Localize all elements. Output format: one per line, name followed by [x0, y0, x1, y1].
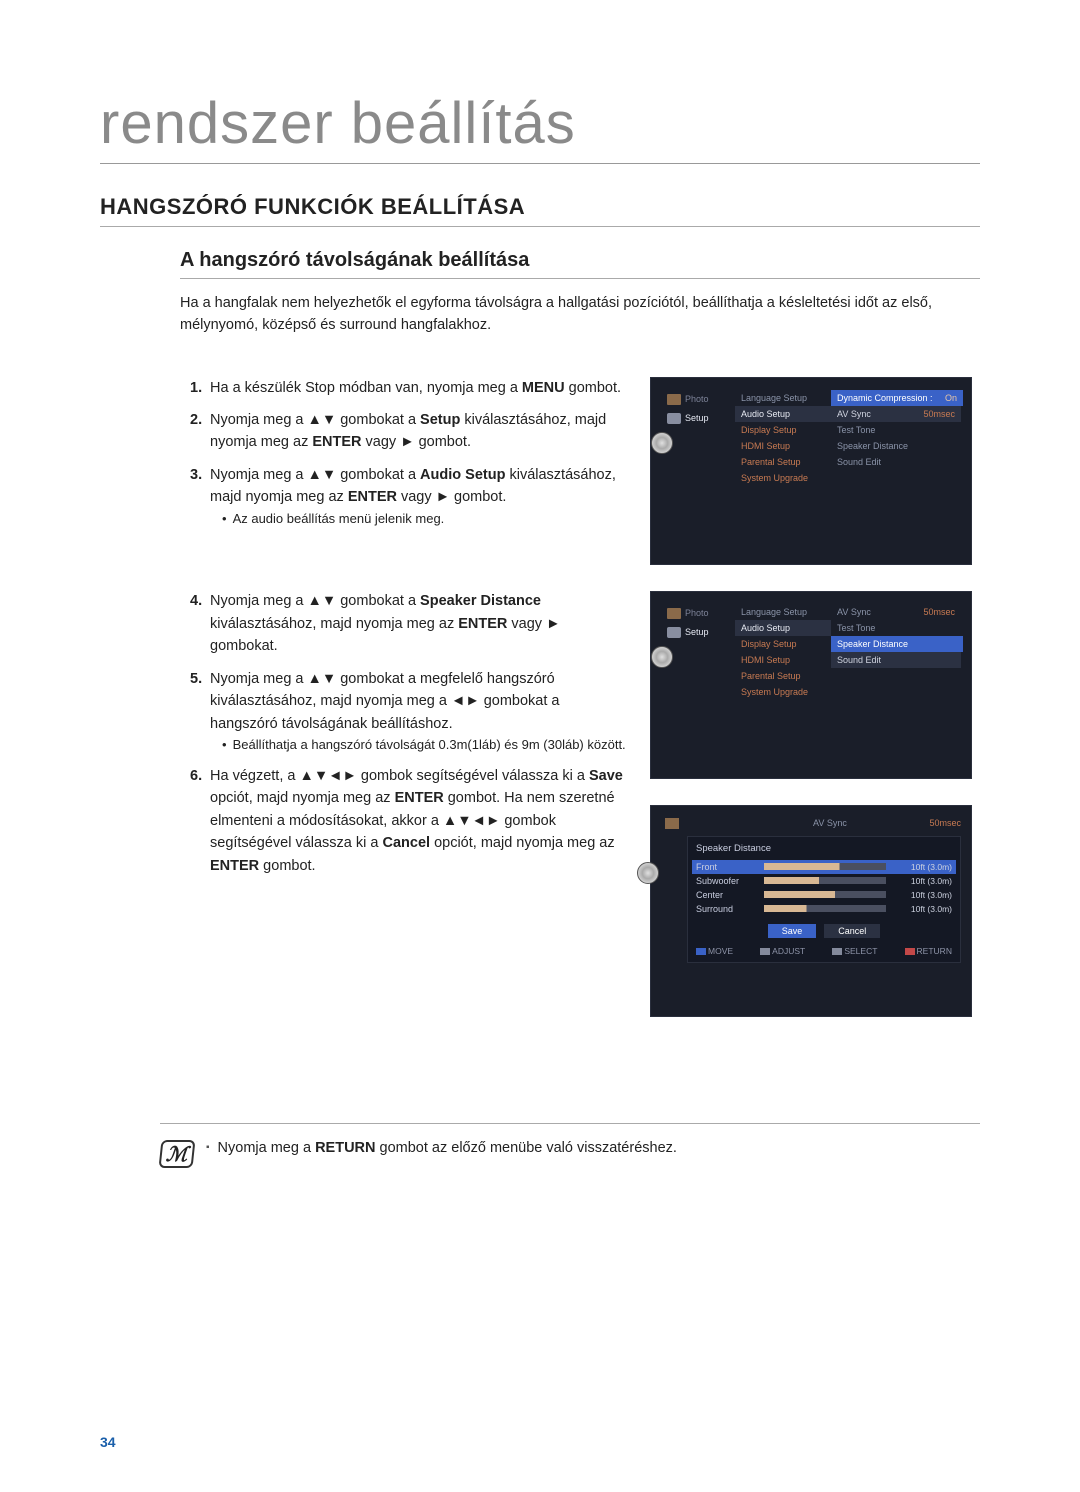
section-title: HANGSZÓRÓ FUNKCIÓK BEÁLLÍTÁSA	[100, 194, 980, 227]
page-title: rendszer beállítás	[100, 90, 980, 164]
osd-mid-item: Display Setup	[735, 636, 831, 652]
osd3-slider-row: Center10ft (3.0m)	[696, 888, 952, 902]
steps-group-b: 4.Nyomja meg a ▲▼ gombokat a Speaker Dis…	[190, 590, 626, 877]
note-text: Nyomja meg a RETURN gombot az előző menü…	[206, 1140, 677, 1156]
osd-mid-item: Audio Setup	[735, 620, 831, 636]
osd-sidebar: Photo Setup	[665, 390, 735, 552]
osd-rightlist: AV Sync50msecTest ToneSpeaker DistanceSo…	[831, 604, 961, 766]
osd3-top-bar: AV Sync 50msec	[665, 818, 961, 829]
osd-mid-item: Audio Setup	[735, 406, 831, 422]
instruction-step: 5.Nyomja meg a ▲▼ gombokat a megfelelő h…	[190, 668, 626, 755]
osd-right-item: Test Tone	[831, 422, 961, 438]
osd3-bar-label: AV Sync	[813, 818, 847, 829]
osd3-slider-row: Subwoofer10ft (3.0m)	[696, 874, 952, 888]
osd-mid-item: Parental Setup	[735, 454, 831, 470]
instruction-step: 4.Nyomja meg a ▲▼ gombokat a Speaker Dis…	[190, 590, 626, 657]
instruction-step: 3.Nyomja meg a ▲▼ gombokat a Audio Setup…	[190, 464, 626, 528]
screenshots-column: Photo Setup Language SetupAudio SetupDis…	[650, 377, 980, 1043]
page-number: 34	[100, 1434, 116, 1450]
content-area: 1.Ha a készülék Stop módban van, nyomja …	[100, 377, 980, 1043]
osd-screenshot-3: AV Sync 50msec Speaker Distance Front10f…	[650, 805, 972, 1017]
osd-right-item: Sound Edit	[831, 652, 961, 668]
osd-mid-item: System Upgrade	[735, 470, 831, 486]
osd3-save-button: Save	[768, 924, 817, 938]
osd-mid-item: HDMI Setup	[735, 652, 831, 668]
osd3-slider-row: Front10ft (3.0m)	[692, 860, 956, 874]
sub-title: A hangszóró távolságának beállítása	[180, 249, 980, 279]
osd-sidebar-photo: Photo	[665, 392, 735, 407]
instructions-column: 1.Ha a készülék Stop módban van, nyomja …	[100, 377, 626, 1043]
osd-mid-item: Parental Setup	[735, 668, 831, 684]
osd-mid-item: HDMI Setup	[735, 438, 831, 454]
osd3-slider-row: Surround10ft (3.0m)	[696, 902, 952, 916]
osd-midlist: Language SetupAudio SetupDisplay SetupHD…	[735, 390, 831, 552]
disc-icon	[665, 818, 679, 829]
steps-group-a: 1.Ha a készülék Stop módban van, nyomja …	[190, 377, 626, 529]
instruction-step: 6.Ha végzett, a ▲▼◄► gombok segítségével…	[190, 765, 626, 877]
osd-mid-item: System Upgrade	[735, 684, 831, 700]
osd-sidebar-photo: Photo	[665, 606, 735, 621]
disc-icon	[651, 432, 673, 454]
osd-right-item: Speaker Distance	[831, 438, 961, 454]
osd-right-item: AV Sync50msec	[831, 406, 961, 422]
osd3-panel: Speaker Distance Front10ft (3.0m)Subwoof…	[687, 836, 961, 963]
note-row: ℳ Nyomja meg a RETURN gombot az előző me…	[160, 1123, 980, 1168]
osd3-footer-legend: MOVE ADJUST SELECT RETURN	[696, 946, 952, 956]
osd-right-item: Test Tone	[831, 620, 961, 636]
osd-sidebar: Photo Setup	[665, 604, 735, 766]
disc-icon	[637, 862, 659, 884]
osd-screenshot-2: Photo Setup Language SetupAudio SetupDis…	[650, 591, 972, 779]
osd-right-item: Sound Edit	[831, 454, 961, 470]
osd3-cancel-button: Cancel	[824, 924, 880, 938]
osd3-bar-value: 50msec	[929, 818, 961, 829]
osd-mid-item: Display Setup	[735, 422, 831, 438]
osd-right-item: Speaker Distance	[831, 636, 963, 652]
osd-sidebar-setup: Setup	[665, 411, 735, 426]
osd-sidebar-setup: Setup	[665, 625, 735, 640]
osd-rightlist: Dynamic Compression :OnAV Sync50msecTest…	[831, 390, 961, 552]
instruction-step: 1.Ha a készülék Stop módban van, nyomja …	[190, 377, 626, 399]
osd-screenshot-1: Photo Setup Language SetupAudio SetupDis…	[650, 377, 972, 565]
osd-mid-item: Language Setup	[735, 604, 831, 620]
osd-right-item: AV Sync50msec	[831, 604, 961, 620]
intro-paragraph: Ha a hangfalak nem helyezhetők el egyfor…	[180, 293, 980, 337]
disc-icon	[651, 646, 673, 668]
instruction-step: 2.Nyomja meg a ▲▼ gombokat a Setup kivál…	[190, 409, 626, 454]
osd-right-item: Dynamic Compression :On	[831, 390, 963, 406]
osd-mid-item: Language Setup	[735, 390, 831, 406]
note-icon: ℳ	[159, 1140, 196, 1168]
osd-midlist: Language SetupAudio SetupDisplay SetupHD…	[735, 604, 831, 766]
osd3-panel-title: Speaker Distance	[696, 843, 952, 854]
